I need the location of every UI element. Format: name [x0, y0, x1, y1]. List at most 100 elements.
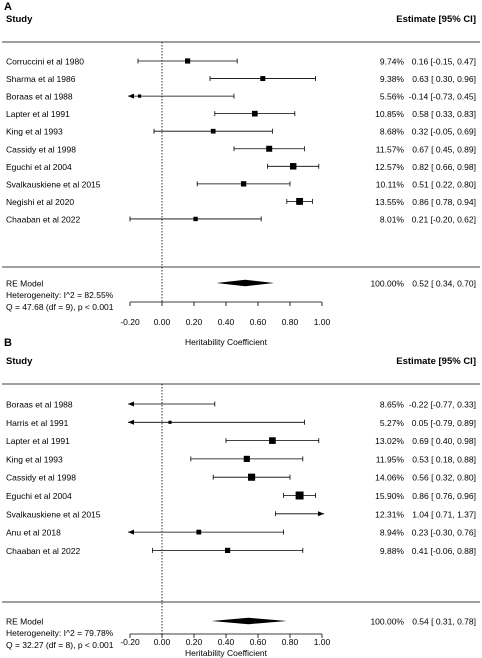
- point-estimate: [296, 197, 304, 205]
- point-estimate: [251, 110, 258, 117]
- x-tick-label: 0.80: [282, 637, 299, 647]
- study-estimate-ci: 0.69 [ 0.40, 0.98]: [412, 436, 476, 446]
- study-estimate-ci: 0.23 [-0.30, 0.76]: [412, 528, 476, 538]
- point-estimate: [224, 547, 231, 554]
- x-tick-label: 0.20: [186, 637, 203, 647]
- study-estimate-ci: 0.82 [ 0.66, 0.98]: [412, 162, 476, 172]
- ci-arrow-left: [128, 93, 134, 99]
- header-study: Study: [6, 14, 33, 25]
- header-estimate: Estimate [95% CI]: [396, 14, 476, 25]
- study-weight: 9.74%: [380, 57, 405, 67]
- header-study: Study: [6, 356, 33, 367]
- x-tick-label: 0.40: [218, 637, 235, 647]
- study-name: Negishi et al 2020: [6, 197, 74, 207]
- x-tick-label: 1.00: [314, 317, 331, 327]
- summary-weight: 100.00%: [370, 617, 404, 627]
- point-estimate: [266, 145, 273, 152]
- study-estimate-ci: 0.51 [ 0.22, 0.80]: [412, 179, 476, 189]
- study-name: Boraas et al 1988: [6, 400, 73, 410]
- study-weight: 13.55%: [375, 197, 404, 207]
- point-estimate: [248, 473, 256, 481]
- study-name: Cassidy et al 1998: [6, 473, 76, 483]
- study-weight: 11.95%: [376, 454, 405, 464]
- point-estimate: [260, 76, 266, 82]
- study-name: Cassidy et al 1998: [6, 144, 76, 154]
- point-estimate: [196, 529, 202, 535]
- summary-name: RE Model: [6, 279, 43, 289]
- study-name: Lapter et al 1991: [6, 436, 70, 446]
- heterogeneity-i2: Heterogeneity: I^2 = 79.78%: [6, 628, 114, 638]
- study-weight: 9.88%: [380, 546, 405, 556]
- ci-arrow-right: [318, 511, 324, 517]
- study-name: Boraas et al 1988: [6, 92, 73, 102]
- study-name: King et al 1993: [6, 454, 63, 464]
- x-tick-label: 0.60: [250, 317, 267, 327]
- study-name: King et al 1993: [6, 127, 63, 137]
- study-name: Anu et al 2018: [6, 528, 61, 538]
- x-axis-label: Heritability Coefficient: [185, 648, 268, 658]
- study-weight: 8.68%: [380, 127, 405, 137]
- study-estimate-ci: 0.86 [ 0.76, 0.96]: [412, 491, 476, 501]
- study-weight: 11.57%: [376, 144, 405, 154]
- x-tick-label: 0.60: [250, 637, 267, 647]
- study-name: Svalkauskiene et al 2015: [6, 509, 101, 519]
- study-name: Corruccini et al 1980: [6, 57, 84, 67]
- study-name: Sharma et al 1986: [6, 74, 76, 84]
- x-tick-label: 0.80: [282, 317, 299, 327]
- point-estimate: [185, 58, 191, 64]
- point-estimate: [295, 491, 304, 500]
- summary-weight: 100.00%: [370, 279, 404, 289]
- study-weight: 14.06%: [375, 473, 404, 483]
- study-name: Lapter et al 1991: [6, 109, 70, 119]
- study-weight: 15.90%: [375, 491, 404, 501]
- study-estimate-ci: 0.05 [-0.79, 0.89]: [412, 418, 476, 428]
- x-tick-label: -0.20: [120, 317, 140, 327]
- point-estimate: [193, 216, 198, 222]
- ci-arrow-left: [128, 529, 134, 535]
- study-estimate-ci: 0.56 [ 0.32, 0.80]: [412, 473, 476, 483]
- study-estimate-ci: 0.86 [ 0.78, 0.94]: [412, 197, 476, 207]
- study-estimate-ci: 0.41 [-0.06, 0.88]: [412, 546, 476, 556]
- study-weight: 9.38%: [380, 74, 405, 84]
- heterogeneity-q: Q = 32.27 (df = 8), p < 0.001: [6, 640, 114, 650]
- summary-diamond: [211, 617, 287, 625]
- point-estimate: [168, 420, 172, 424]
- study-weight: 10.85%: [375, 109, 404, 119]
- study-weight: 12.31%: [375, 509, 404, 519]
- summary-diamond: [216, 279, 274, 287]
- study-weight: 5.27%: [380, 418, 405, 428]
- x-tick-label: 0.00: [154, 317, 171, 327]
- study-weight: 8.94%: [380, 528, 405, 538]
- study-estimate-ci: -0.22 [-0.77, 0.33]: [409, 400, 476, 410]
- point-estimate: [240, 181, 247, 187]
- study-name: Chaaban et al 2022: [6, 546, 80, 556]
- heterogeneity-q: Q = 47.68 (df = 9), p < 0.001: [6, 302, 114, 312]
- ci-arrow-left: [128, 401, 134, 407]
- study-weight: 5.56%: [380, 92, 405, 102]
- point-estimate: [243, 455, 250, 462]
- summary-name: RE Model: [6, 617, 43, 627]
- study-estimate-ci: 0.32 [-0.05, 0.69]: [412, 127, 476, 137]
- x-tick-label: 0.20: [186, 317, 203, 327]
- study-name: Chaaban et al 2022: [6, 214, 80, 224]
- study-weight: 8.01%: [380, 214, 405, 224]
- forest-panel-b: B Study Estimate [95% CI] Boraas et al 1988…: [2, 337, 480, 658]
- study-weight: 12.57%: [375, 162, 404, 172]
- point-estimate: [210, 128, 216, 134]
- study-estimate-ci: 0.21 [-0.20, 0.62]: [412, 214, 476, 224]
- study-name: Svalkauskiene et al 2015: [6, 179, 101, 189]
- summary-estimate-ci: 0.54 [ 0.31, 0.78]: [412, 617, 476, 627]
- x-tick-label: 0.40: [218, 317, 235, 327]
- study-estimate-ci: 0.67 [ 0.45, 0.89]: [412, 144, 476, 154]
- point-estimate: [269, 437, 276, 444]
- study-weight: 8.65%: [380, 400, 405, 410]
- heterogeneity-i2: Heterogeneity: I^2 = 82.55%: [6, 290, 114, 300]
- panel-label: B: [4, 337, 12, 349]
- x-tick-label: 1.00: [314, 637, 331, 647]
- study-estimate-ci: -0.14 [-0.73, 0.45]: [409, 92, 476, 102]
- study-name: Eguchi et al 2004: [6, 491, 72, 501]
- study-name: Harris et al 1991: [6, 418, 69, 428]
- study-estimate-ci: 0.63 [ 0.30, 0.96]: [412, 74, 476, 84]
- study-name: Eguchi et al 2004: [6, 162, 72, 172]
